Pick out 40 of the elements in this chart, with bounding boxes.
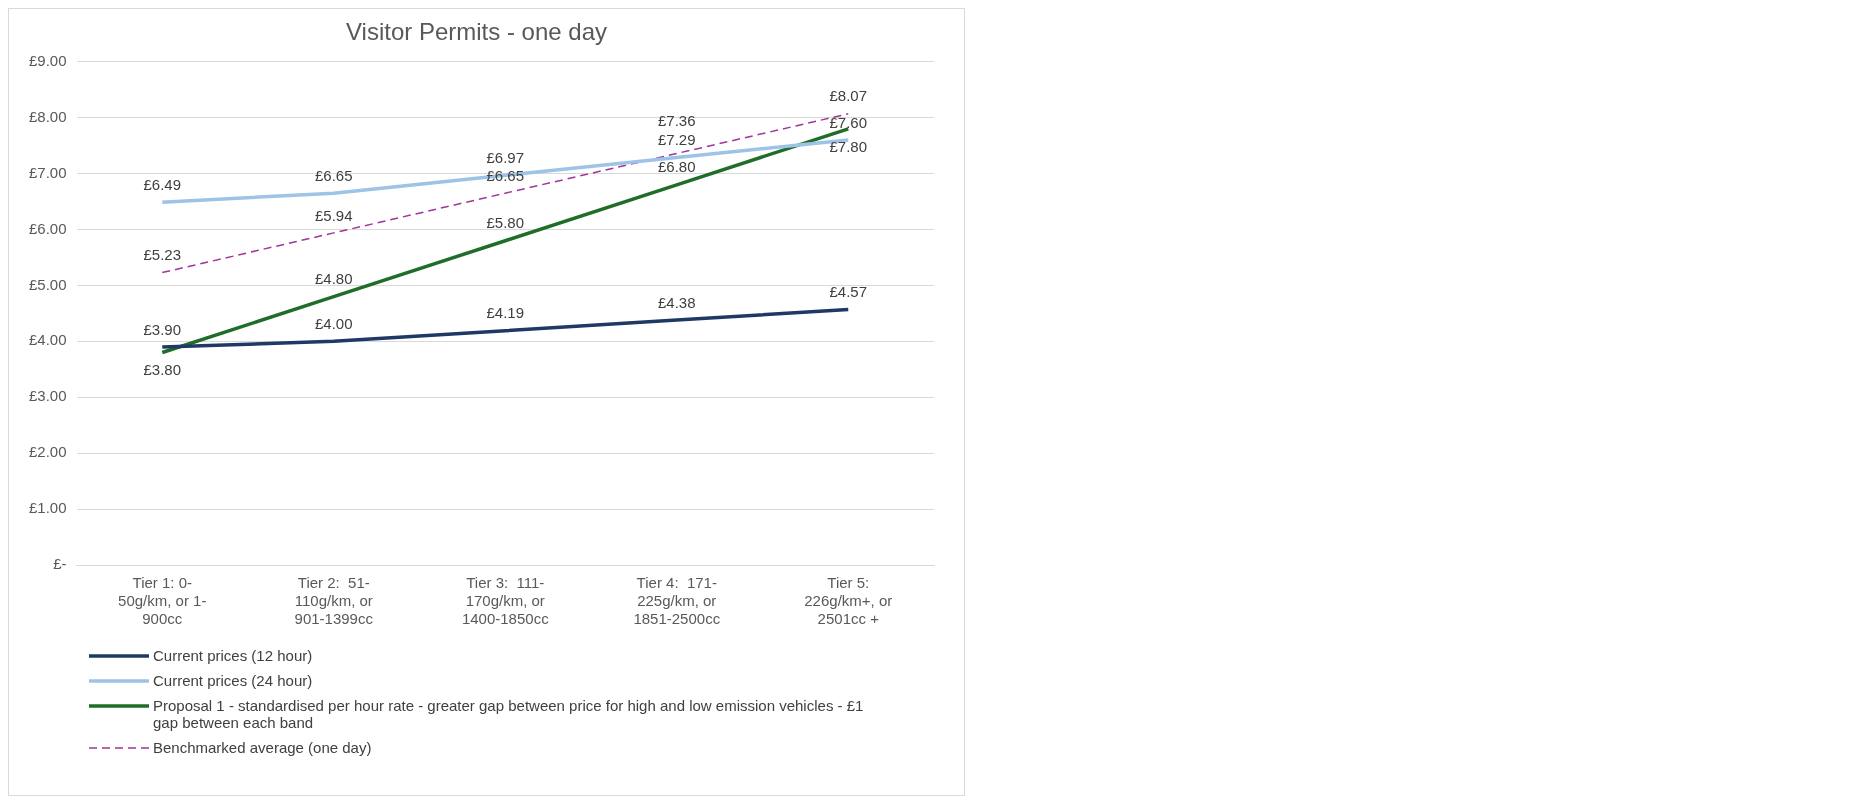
data-label: £3.80 [143, 361, 182, 379]
data-label: £6.80 [657, 158, 696, 176]
data-label: £8.07 [829, 87, 868, 105]
data-label: £6.65 [315, 166, 353, 184]
data-label: £5.23 [143, 246, 182, 264]
y-tick-label: £2.00 [28, 443, 67, 461]
x-tick-label: Tier 4: 171- 225g/km, or 1851-2500cc [633, 574, 721, 628]
data-label: £4.57 [829, 283, 868, 301]
legend-label: Benchmarked average (one day) [153, 739, 372, 756]
y-tick-label: £4.00 [28, 331, 67, 349]
data-label: £7.36 [657, 112, 696, 130]
y-tick-label: £- [53, 555, 67, 573]
data-label: £7.60 [829, 113, 868, 131]
data-label: £7.29 [657, 131, 696, 149]
y-tick-label: £3.00 [28, 387, 67, 405]
y-tick-label: £9.00 [28, 51, 67, 69]
legend-label: Current prices (12 hour) [153, 647, 313, 664]
data-label: £7.80 [829, 137, 868, 155]
data-label: £6.97 [486, 148, 525, 166]
data-label: £4.38 [657, 293, 696, 311]
y-tick-label: £6.00 [28, 219, 67, 237]
y-tick-label: £7.00 [28, 163, 67, 181]
chart-title: Visitor Permits - one day [346, 18, 607, 46]
data-label: £6.65 [486, 166, 525, 184]
data-label: £5.80 [486, 214, 525, 232]
y-tick-label: £8.00 [28, 107, 67, 125]
legend-label: Current prices (24 hour) [153, 672, 313, 689]
y-tick-label: £5.00 [28, 275, 67, 293]
data-label: £4.19 [486, 304, 525, 322]
x-tick-label: Tier 1: 0- 50g/km, or 1- 900cc [118, 574, 207, 628]
x-tick-label: Tier 2: 51- 110g/km, or 901-1399cc [294, 574, 374, 628]
legend-label: Proposal 1 - standardised per hour rate - greater gap between price for high and low emission vehicles - £1 gap between each band [153, 697, 865, 731]
data-label: £6.49 [143, 175, 182, 193]
data-label: £4.80 [315, 270, 353, 288]
y-tick-label: £1.00 [28, 499, 67, 517]
x-tick-label: Tier 5: 226g/km+, or 2501cc + [804, 574, 893, 628]
data-label: £5.94 [315, 206, 353, 224]
data-label: £4.00 [315, 315, 353, 332]
x-tick-label: Tier 3: 111- 170g/km, or 1400-1850cc [461, 574, 550, 628]
data-label: £3.90 [143, 320, 182, 338]
